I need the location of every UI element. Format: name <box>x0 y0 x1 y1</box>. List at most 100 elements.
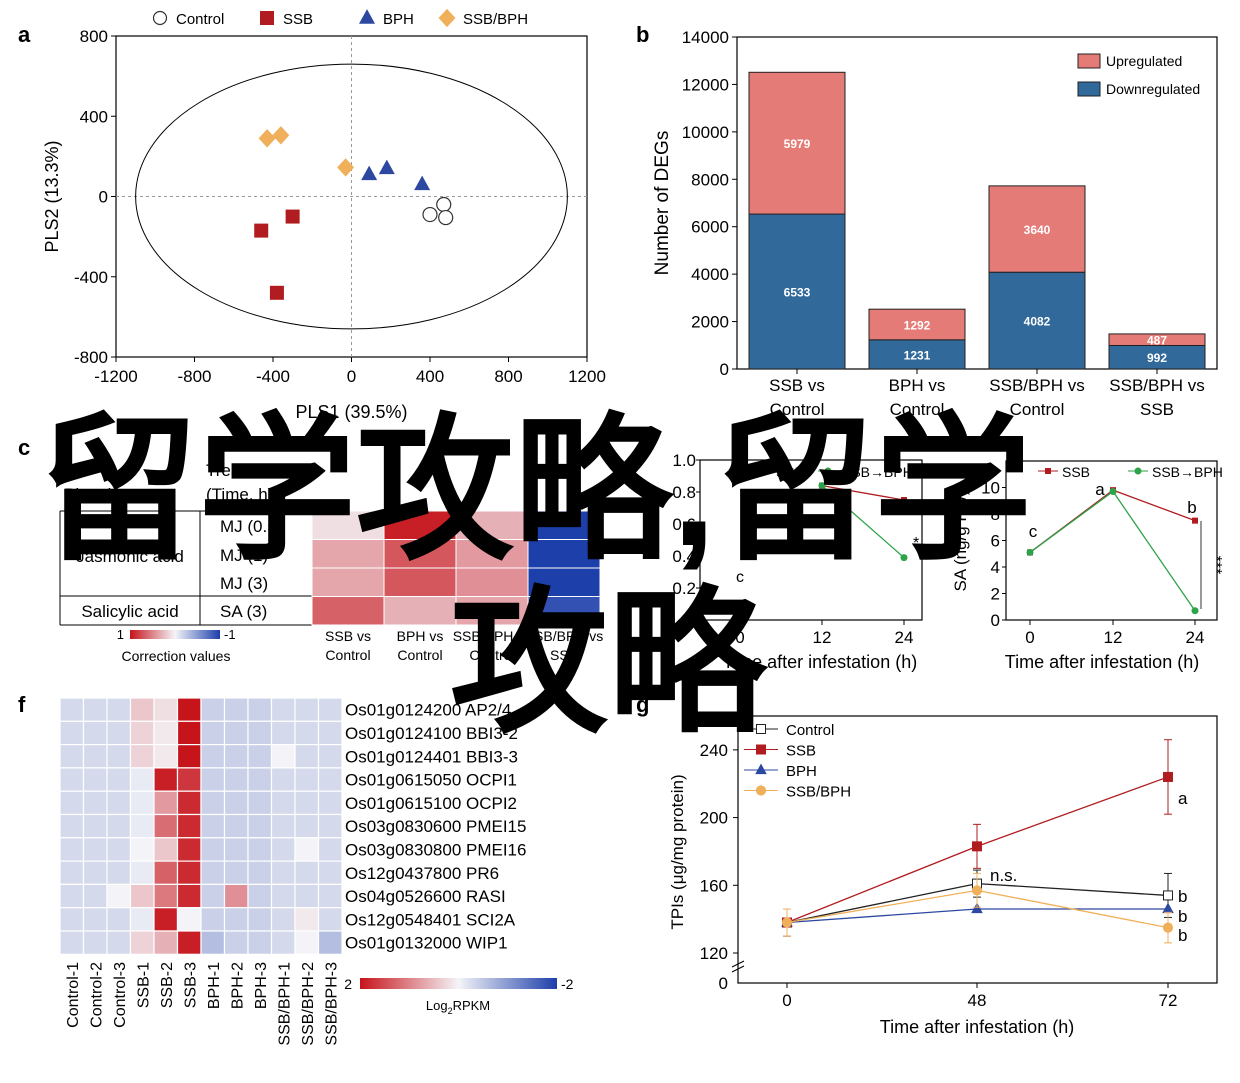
significance-letter: b <box>1187 498 1196 517</box>
heatmap-cell <box>200 837 226 862</box>
heatmap-cell <box>317 697 343 722</box>
data-point <box>781 917 793 928</box>
watermark-text-line2: 攻略 <box>450 576 769 752</box>
heatmap-cell <box>270 883 296 909</box>
bar-value-label: 1231 <box>904 348 931 362</box>
heatmap-cell <box>200 813 226 839</box>
x-tick-label: 1200 <box>568 367 606 386</box>
legend-marker <box>759 468 765 474</box>
panel-d-line-chart: d 0.2 0.4 0.6 0.8 1.0 0 12 24 Time after infestat… <box>636 435 923 672</box>
heatmap-cell <box>317 790 343 816</box>
significance-letter: a <box>1178 789 1188 808</box>
heatmap-cell <box>153 767 179 792</box>
color-scale-min: 2 <box>344 976 352 992</box>
heatmap-cell <box>294 743 320 769</box>
heatmap-cell <box>106 720 132 746</box>
legend-label: Upregulated <box>1106 53 1182 69</box>
data-point <box>818 482 826 490</box>
bar-upregulated <box>988 185 1086 273</box>
y-tick-label: 0.2 <box>672 579 696 598</box>
heatmap-cell <box>270 907 296 932</box>
gene-label: Os03g0830600 PMEI15 <box>345 817 526 836</box>
watermark-overlay: 留学攻略,留学 攻略 <box>40 403 1032 752</box>
heatmap-cell <box>59 860 85 885</box>
legend-marker <box>755 785 767 796</box>
bar-value-label: 4082 <box>1024 315 1051 329</box>
color-scale-title: Correction values <box>122 648 231 664</box>
heatmap-cell <box>455 510 529 540</box>
axis-break-mark <box>731 960 745 968</box>
data-point <box>1163 890 1173 901</box>
data-point <box>901 497 907 503</box>
y-tick-label: 4000 <box>691 265 729 284</box>
legend-marker <box>1045 468 1051 474</box>
y-tick-label: 1.0 <box>672 451 696 470</box>
panel-letter-c: c <box>18 435 30 460</box>
heatmap-cell <box>82 883 108 909</box>
data-point <box>285 209 300 224</box>
sample-label: Control-1 <box>65 962 82 1028</box>
heatmap-cell <box>129 813 155 839</box>
y-tick-label: 120 <box>700 944 728 963</box>
heatmap-cell <box>106 697 132 722</box>
heatmap-cell <box>82 813 108 839</box>
heatmap-cell <box>200 697 226 722</box>
color-scale-min: 1 <box>117 627 124 642</box>
x-tick-label: 800 <box>494 367 522 386</box>
significance-letter: b <box>1178 926 1187 945</box>
heatmap-cell <box>270 767 296 792</box>
heatmap-cell <box>59 930 85 955</box>
heatmap-cell <box>129 790 155 816</box>
series-line <box>821 485 905 559</box>
heatmap-cell <box>527 596 601 626</box>
heatmap-cell <box>383 567 457 597</box>
x-axis-label: Time after infestation (h) <box>723 652 917 672</box>
group-label: Salicylic acid <box>81 602 178 621</box>
heatmap-cell <box>106 930 132 955</box>
y-tick-label: -400 <box>74 268 108 287</box>
color-scale-bar <box>130 630 220 639</box>
data-point <box>1026 548 1034 556</box>
x-tick-label: -400 <box>256 367 290 386</box>
x-tick-label: Control <box>1010 400 1065 419</box>
significance-letter: a <box>1095 480 1105 499</box>
sample-label: SSB-3 <box>182 962 199 1008</box>
y-axis-label: PLS2 (13.3%) <box>42 140 62 252</box>
heatmap-cell <box>223 743 249 769</box>
legend-label: SSB <box>776 464 804 480</box>
heatmap-cell <box>59 790 85 816</box>
legend-marker <box>824 467 832 475</box>
heatmap-cell <box>294 837 320 862</box>
sample-label: SSB-2 <box>159 962 176 1008</box>
heatmap-cell <box>153 883 179 909</box>
heatmap-cell <box>317 767 343 792</box>
heatmap-cell <box>223 837 249 862</box>
sample-label: SSB-1 <box>135 962 152 1008</box>
heatmap-cell <box>247 907 273 932</box>
sample-label: SSB/BPH-2 <box>300 962 317 1046</box>
legend-label: SSB <box>1062 464 1090 480</box>
heatmap-cell <box>106 813 132 839</box>
gene-label: Os01g0124200 AP2/4 <box>345 701 511 720</box>
heatmap-cell <box>106 767 132 792</box>
heatmap-cell <box>59 767 85 792</box>
legend-label: SSB/BPH <box>463 11 528 28</box>
heatmap-cell <box>82 907 108 932</box>
heatmap-cell <box>383 510 457 540</box>
bar-upregulated <box>868 308 966 341</box>
heatmap-cell <box>106 907 132 932</box>
x-tick-label: 48 <box>968 991 987 1010</box>
heatmap-cell <box>294 813 320 839</box>
data-point <box>378 159 395 175</box>
panel-letter-d: d <box>636 435 649 460</box>
legend-swatch-upregulated <box>1077 53 1101 69</box>
data-point <box>1191 607 1199 615</box>
heatmap-cell <box>176 813 202 839</box>
significance-letter: c <box>1029 522 1038 541</box>
legend-label: Downregulated <box>1106 81 1200 97</box>
heatmap-cell <box>294 767 320 792</box>
heatmap-cell <box>200 767 226 792</box>
sample-label: Control-3 <box>112 962 129 1028</box>
heatmap-cell <box>176 860 202 885</box>
